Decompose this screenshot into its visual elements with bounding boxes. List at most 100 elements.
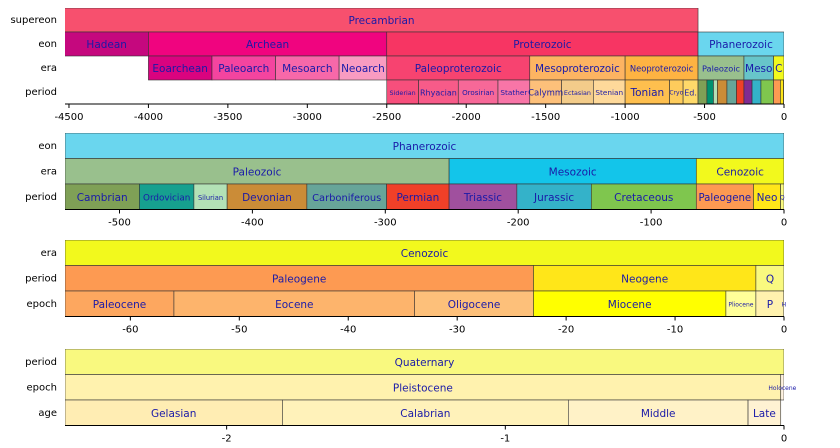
x-tick-label: -1500	[531, 112, 560, 123]
interval-label: Holocene	[768, 385, 796, 392]
interval-label: Archean	[246, 39, 289, 51]
interval-label: Siderian	[390, 89, 416, 97]
interval-label: Calymm	[528, 89, 563, 99]
interval-label: Calabrian	[400, 408, 450, 420]
interval-label: Neoarch	[341, 63, 385, 75]
interval	[386, 31, 699, 57]
interval-label: Gelasian	[151, 408, 196, 420]
interval	[414, 290, 534, 317]
interval-label: Pliocene	[728, 301, 753, 308]
row-label: epoch	[27, 299, 57, 310]
interval	[497, 79, 531, 104]
interval-label: Paleocene	[93, 299, 146, 311]
interval-label: Orosirian	[462, 88, 494, 97]
interval-label: Carboniferous	[312, 193, 381, 204]
interval	[624, 55, 699, 81]
interval-label: Cretaceous	[614, 192, 673, 204]
interval-label: Mesoarch	[282, 63, 332, 75]
row-label: era	[41, 166, 57, 177]
interval	[516, 183, 592, 210]
interval-label: Paleogene	[272, 273, 326, 285]
interval	[338, 55, 388, 81]
interval	[751, 79, 762, 104]
interval-label: C	[775, 63, 782, 75]
interval	[760, 79, 774, 104]
interval-label: Triassic	[463, 192, 502, 204]
interval-label: Cryo	[669, 90, 683, 97]
panel	[65, 8, 784, 104]
interval	[773, 79, 781, 104]
x-tick-label: 0	[781, 325, 787, 336]
interval	[211, 55, 276, 81]
interval	[783, 290, 784, 317]
interval-label: Ed.	[684, 89, 697, 98]
row-label: era	[41, 248, 57, 259]
interval-label: Silurian	[198, 194, 223, 202]
interval-label: Paleoarch	[218, 63, 269, 75]
interval-label: Middle	[641, 408, 676, 420]
interval	[386, 79, 419, 104]
interval-label: Quaternary	[395, 357, 455, 369]
interval-label: Late	[753, 408, 776, 420]
interval-label: Precambrian	[348, 15, 414, 27]
x-tick-label: 0	[781, 218, 787, 229]
interval	[418, 79, 459, 104]
interval	[783, 79, 784, 104]
interval	[148, 55, 213, 81]
interval	[65, 399, 283, 426]
x-tick-label: -10	[667, 325, 683, 336]
row-label: epoch	[27, 382, 57, 393]
panel	[65, 133, 784, 210]
x-tick-label: -3000	[293, 112, 322, 123]
interval	[139, 183, 195, 210]
row-label: era	[41, 63, 57, 74]
interval	[282, 399, 569, 426]
interval-label: Eocene	[275, 299, 313, 311]
interval-label: Jurassic	[533, 192, 574, 204]
interval	[695, 183, 754, 210]
x-tick-label: -50	[231, 325, 247, 336]
interval	[755, 290, 784, 317]
interval	[780, 79, 784, 104]
interval	[65, 158, 450, 185]
x-tick-label: -2000	[452, 112, 481, 123]
interval-label: Devonian	[242, 192, 292, 204]
x-tick-label: -2	[222, 434, 232, 445]
panel	[65, 240, 784, 317]
interval-label: Hadean	[86, 39, 127, 51]
interval	[529, 79, 562, 104]
interval-label: Paleozoic	[233, 166, 282, 178]
interval	[697, 31, 784, 57]
interval	[624, 79, 670, 104]
x-tick-label: 0	[781, 434, 787, 445]
row-label: period	[25, 87, 57, 98]
interval	[561, 79, 594, 104]
interval-label: Tonian	[629, 87, 664, 99]
interval-label: Paleogene	[698, 193, 751, 204]
interval	[706, 79, 714, 104]
interval-label: P	[767, 299, 773, 311]
interval	[780, 183, 784, 210]
interval	[65, 31, 149, 57]
interval	[173, 290, 415, 317]
interval-label: Proterozoic	[513, 39, 572, 51]
interval-label: Phanerozoic	[709, 39, 773, 51]
x-tick-label: -3500	[213, 112, 242, 123]
interval	[743, 79, 753, 104]
interval	[65, 8, 699, 33]
interval	[65, 374, 782, 401]
interval	[567, 399, 749, 426]
interval-label: Rhyacian	[420, 89, 457, 98]
x-tick-label: -1	[500, 434, 510, 445]
interval	[697, 55, 745, 81]
x-tick-label: -20	[558, 325, 574, 336]
x-tick-label: -100	[640, 218, 663, 229]
x-tick-label: -4000	[134, 112, 163, 123]
row-label: period	[25, 273, 57, 284]
interval-label: Neo	[757, 192, 778, 204]
x-tick-label: -30	[449, 325, 465, 336]
interval-label: Oligocene	[448, 299, 501, 311]
interval-label: Meso	[745, 63, 772, 75]
interval-label: Cenozoic	[716, 166, 764, 178]
x-tick-label: -40	[340, 325, 356, 336]
